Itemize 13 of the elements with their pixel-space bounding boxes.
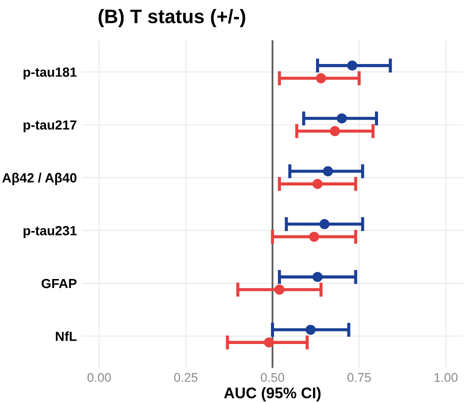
x-tick-label: 0.25 <box>174 373 198 382</box>
x-tick-label: 0.75 <box>347 373 371 382</box>
chart-title: (B) T status (+/-) <box>98 9 246 28</box>
y-tick-label: p-tau217 <box>24 120 76 132</box>
y-tick-label: Aβ42 / Aβ40 <box>2 172 76 186</box>
x-axis-title: AUC (95% CI) <box>224 387 321 402</box>
y-tick-label: NfL <box>56 331 77 341</box>
x-tick-label: 1.00 <box>434 373 458 382</box>
y-tick-label: GFAP <box>42 278 77 288</box>
y-tick-label: p-tau231 <box>24 226 77 238</box>
y-tick-label: p-tau181 <box>24 67 77 80</box>
x-tick-label: 0.50 <box>260 373 284 382</box>
x-tick-label: 0.00 <box>87 373 111 382</box>
